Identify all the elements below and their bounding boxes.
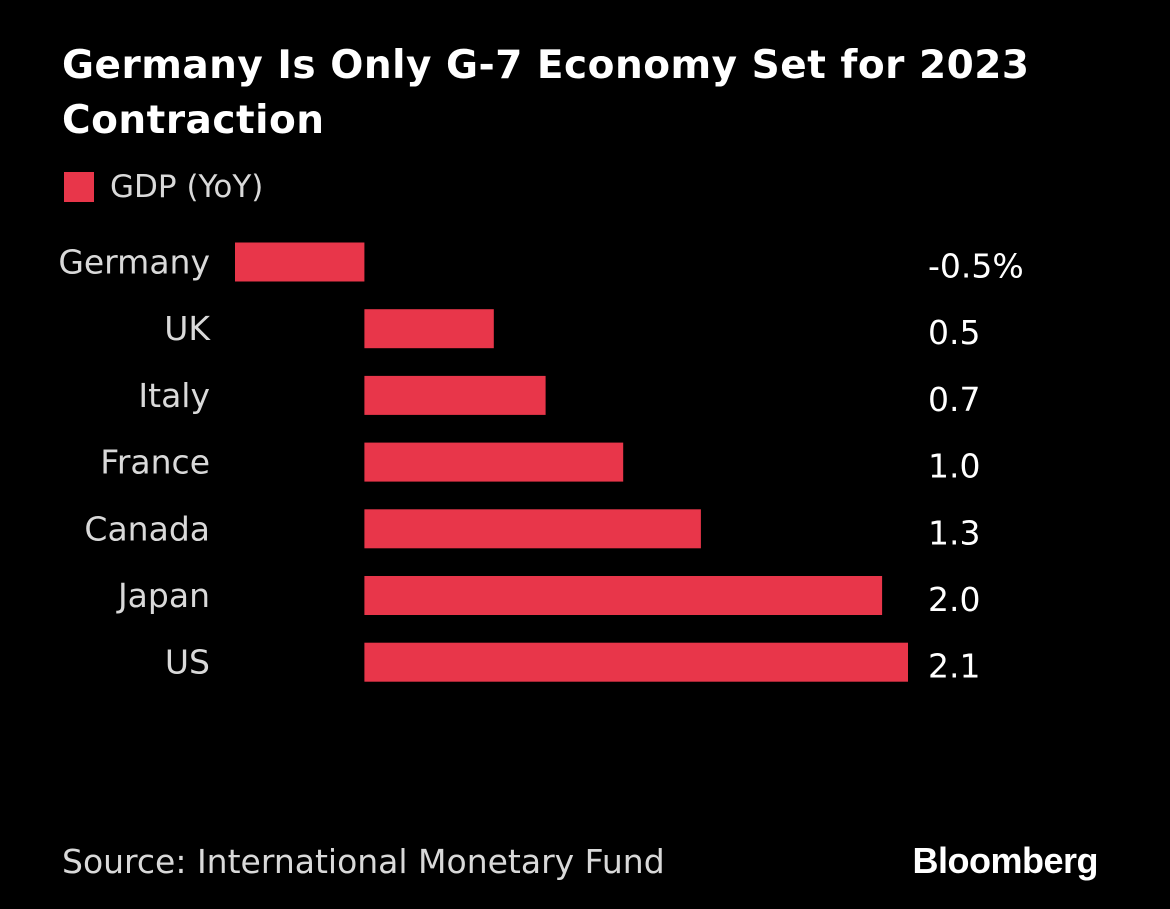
legend: GDP (YoY): [64, 164, 263, 210]
value-label-germany: -0.5%: [928, 247, 1024, 286]
bloomberg-logo: Bloomberg: [912, 840, 1098, 881]
category-label-canada: Canada: [84, 509, 210, 548]
bar-italy: [364, 375, 546, 415]
bar-us: [364, 642, 908, 682]
value-label-france: 1.0: [928, 447, 980, 486]
source-note: Source: International Monetary Fund: [62, 842, 665, 881]
bar-canada: [364, 509, 701, 549]
category-label-france: France: [100, 443, 210, 482]
category-label-italy: Italy: [138, 376, 210, 415]
legend-swatch-gdp: [64, 172, 94, 202]
legend-label-gdp: GDP (YoY): [110, 169, 264, 205]
value-label-canada: 1.3: [928, 513, 980, 552]
value-label-italy: 0.7: [928, 380, 980, 419]
bar-japan: [364, 576, 883, 615]
value-label-uk: 0.5: [928, 313, 980, 352]
category-label-japan: Japan: [116, 576, 210, 615]
bar-france: [364, 442, 624, 482]
value-label-japan: 2.0: [928, 580, 980, 619]
chart-title: Germany Is Only G-7 Economy Set for 2023…: [62, 43, 1030, 143]
bar-uk: [364, 309, 494, 349]
value-label-us: 2.1: [928, 647, 980, 686]
category-label-germany: Germany: [58, 243, 210, 282]
bar-germany: [235, 242, 365, 282]
category-label-uk: UK: [164, 309, 211, 348]
category-label-us: US: [165, 643, 210, 682]
